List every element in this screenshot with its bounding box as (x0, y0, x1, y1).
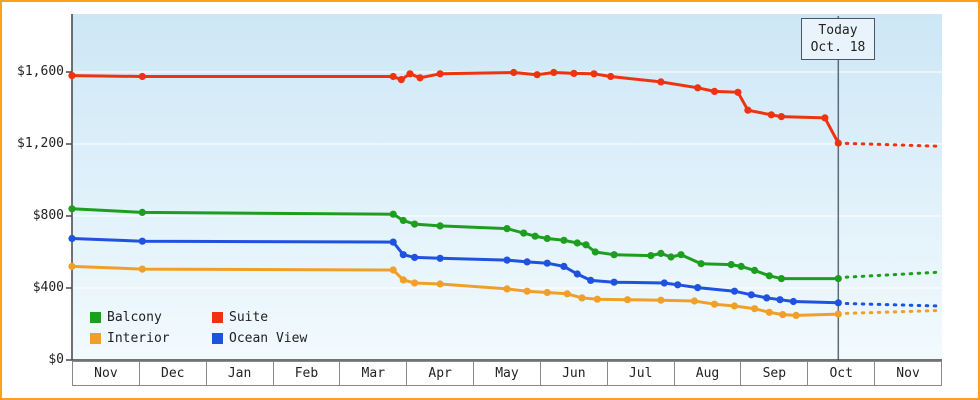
y-axis-label: $800 (32, 208, 64, 223)
x-axis-month: Feb (274, 362, 341, 385)
x-axis-month: Mar (340, 362, 408, 385)
x-axis-month: Aug (675, 362, 742, 385)
x-axis-month: May (474, 362, 541, 385)
interior-color-swatch (90, 333, 101, 344)
x-axis: Nov Dec Jan Feb Mar Apr May Jun Jul Aug … (72, 361, 942, 386)
x-axis-month: Dec (140, 362, 207, 385)
legend-label: Suite (229, 310, 269, 325)
y-axis-label: $0 (48, 352, 64, 367)
x-axis-month: Jun (541, 362, 608, 385)
x-axis-month: Nov (73, 362, 140, 385)
legend: Balcony Suite Interior Ocean View (90, 310, 307, 346)
x-axis-month: Jan (207, 362, 274, 385)
legend-label: Interior (107, 331, 170, 346)
legend-ocean-view[interactable]: Ocean View (212, 331, 307, 346)
today-marker-title: Today (818, 23, 858, 38)
legend-suite[interactable]: Suite (212, 310, 307, 325)
x-axis-month: Nov (896, 366, 920, 381)
legend-balcony[interactable]: Balcony (90, 310, 212, 325)
y-axis-label: $1,200 (17, 136, 64, 151)
today-marker-date: Oct. 18 (810, 40, 866, 55)
legend-label: Ocean View (229, 331, 308, 346)
balcony-color-swatch (90, 312, 101, 323)
legend-interior[interactable]: Interior (90, 331, 212, 346)
x-axis-month: Jul (608, 362, 675, 385)
suite-color-swatch (212, 312, 223, 323)
x-axis-month: Apr (407, 362, 475, 385)
y-axis-label: $1,600 (17, 64, 64, 79)
legend-label: Balcony (107, 310, 162, 325)
today-marker: Today Oct. 18 (801, 18, 875, 60)
x-axis-month: Sep (741, 362, 809, 385)
x-axis-month: Oct (808, 362, 876, 385)
y-axis-label: $400 (32, 280, 64, 295)
ocean-view-color-swatch (212, 333, 223, 344)
